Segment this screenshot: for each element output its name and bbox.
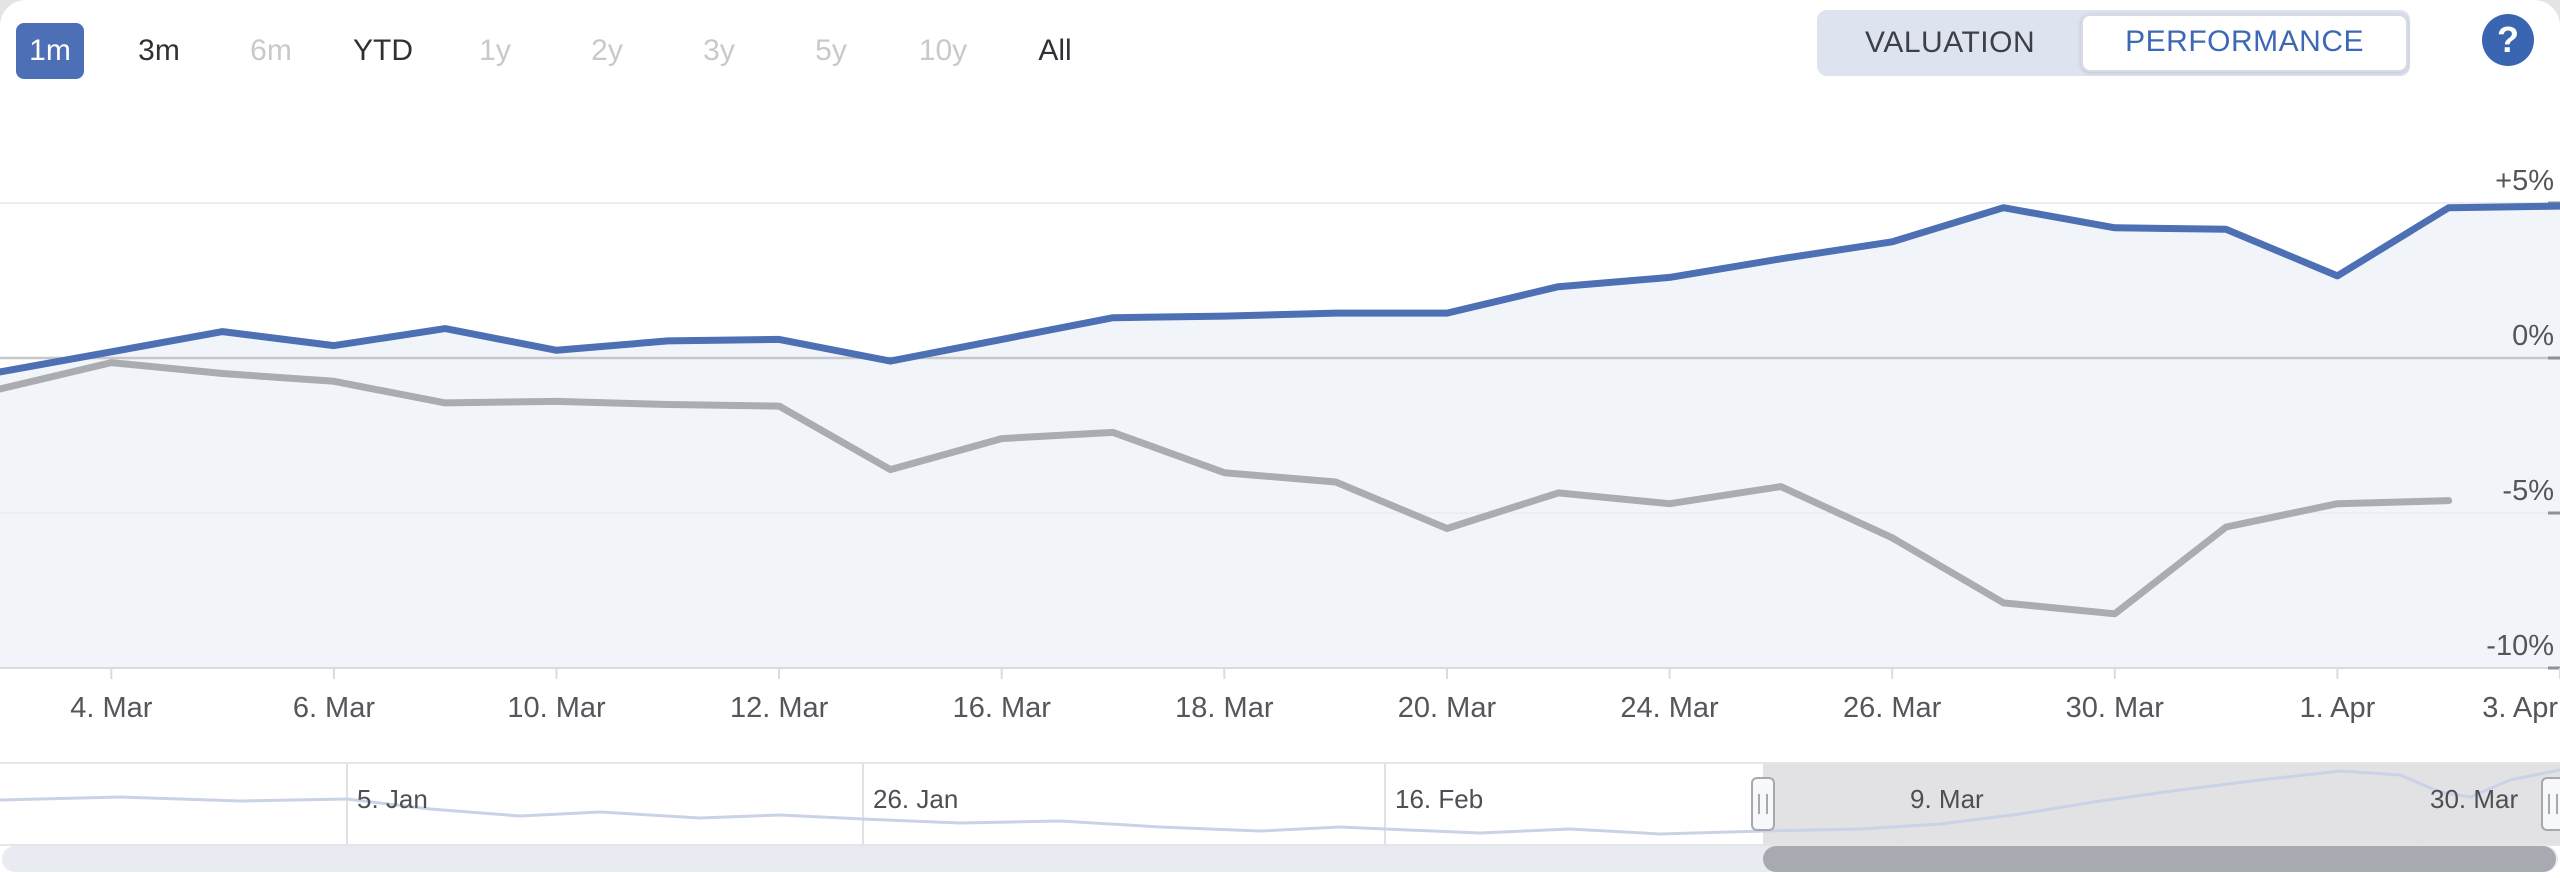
y-tick-0% bbox=[2548, 356, 2560, 360]
y-axis-label-0%: 0% bbox=[2512, 320, 2554, 352]
toggle-performance[interactable]: PERFORMANCE bbox=[2081, 14, 2408, 72]
x-axis-label-20-Mar: 20. Mar bbox=[1397, 692, 1497, 724]
range-button-3y: 3y bbox=[703, 34, 735, 67]
x-axis-label-24-Mar: 24. Mar bbox=[1620, 692, 1719, 724]
navigator-selected-range[interactable] bbox=[1763, 763, 2560, 845]
x-axis-label-16-Mar: 16. Mar bbox=[952, 692, 1051, 724]
navigator-label-9-Mar: 9. Mar bbox=[1910, 784, 1984, 814]
x-axis-label-10-Mar: 10. Mar bbox=[507, 692, 606, 724]
x-axis-label-18-Mar: 18. Mar bbox=[1175, 692, 1274, 724]
help-button[interactable]: ? bbox=[2482, 14, 2534, 66]
chart-plot-area[interactable] bbox=[0, 90, 2560, 668]
range-button-10y: 10y bbox=[918, 34, 968, 67]
y-axis-label-+5%: +5% bbox=[2495, 165, 2554, 197]
x-axis-label-4-Mar: 4. Mar bbox=[70, 692, 153, 724]
y-tick--10% bbox=[2548, 666, 2560, 670]
y-axis-label--10%: -10% bbox=[2486, 630, 2554, 662]
navigator-sparkline bbox=[0, 768, 2560, 836]
range-button-1m[interactable]: 1m bbox=[16, 23, 84, 79]
series-line-portfolio-performance bbox=[0, 202, 2560, 376]
y-axis-label--5%: -5% bbox=[2502, 475, 2554, 507]
x-axis-label-12-Mar: 12. Mar bbox=[729, 692, 829, 724]
range-button-3m[interactable]: 3m bbox=[138, 34, 180, 67]
navigator-handle-right[interactable] bbox=[2541, 777, 2560, 831]
x-axis-label-30-Mar: 30. Mar bbox=[2065, 692, 2164, 724]
range-button-1y: 1y bbox=[479, 34, 511, 67]
series-line-benchmark-performance bbox=[0, 359, 2453, 618]
range-button-ytd[interactable]: YTD bbox=[353, 34, 413, 67]
toggle-valuation[interactable]: VALUATION bbox=[1865, 26, 2036, 59]
navigator-label-5-Jan: 5. Jan bbox=[357, 784, 428, 814]
x-axis-label-3-Apr: 3. Apr bbox=[2482, 692, 2558, 724]
x-axis-label-26-Mar: 26. Mar bbox=[1843, 692, 1942, 724]
scrollbar-thumb[interactable] bbox=[1763, 846, 2556, 872]
x-axis-label-6-Mar: 6. Mar bbox=[292, 692, 375, 724]
view-toggle: VALUATION PERFORMANCE bbox=[1817, 10, 2410, 76]
navigator-label-16-Feb: 16. Feb bbox=[1395, 784, 1484, 814]
x-axis-label-1-Apr: 1. Apr bbox=[2299, 692, 2376, 724]
navigator-label-26-Jan: 26. Jan bbox=[873, 784, 959, 814]
range-button-2y: 2y bbox=[591, 34, 623, 67]
range-button-all[interactable]: All bbox=[1038, 34, 1072, 67]
range-selector: 1m 3m 6m YTD 1y 2y 3y 5y 10y All bbox=[16, 22, 1110, 80]
navigator-handle-left[interactable] bbox=[1751, 777, 1775, 831]
y-tick--5% bbox=[2548, 511, 2560, 515]
range-button-5y: 5y bbox=[815, 34, 847, 67]
range-button-6m: 6m bbox=[250, 34, 292, 67]
navigator-label-30-Mar: 30. Mar bbox=[2430, 784, 2519, 814]
